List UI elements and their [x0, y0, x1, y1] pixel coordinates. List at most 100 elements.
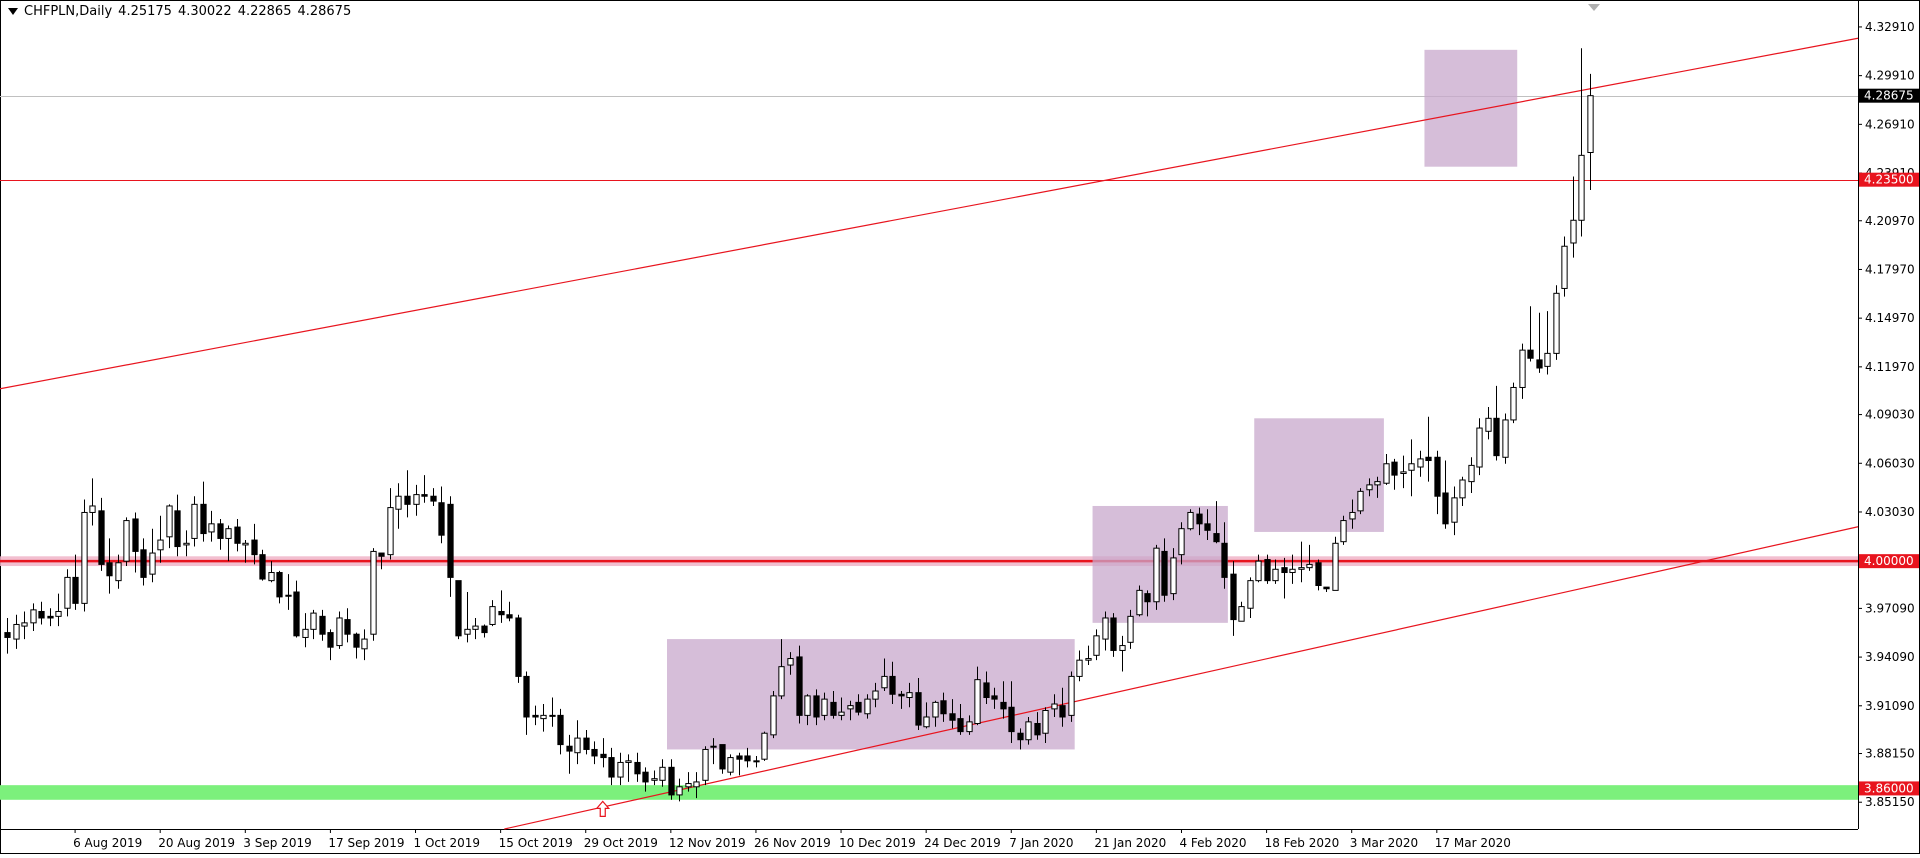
candle[interactable] — [1349, 499, 1356, 529]
candle[interactable] — [200, 481, 207, 542]
candle[interactable] — [1332, 536, 1339, 591]
candle[interactable] — [1068, 671, 1075, 722]
candle[interactable] — [1034, 712, 1041, 740]
candle[interactable] — [1110, 613, 1117, 657]
candle[interactable] — [132, 512, 139, 573]
candle[interactable] — [1153, 544, 1160, 610]
candle[interactable] — [1119, 635, 1126, 672]
candle[interactable] — [727, 754, 734, 776]
candle[interactable] — [889, 661, 896, 705]
candle[interactable] — [1357, 488, 1364, 515]
candle[interactable] — [47, 608, 54, 627]
candle[interactable] — [838, 697, 845, 721]
candle[interactable] — [608, 747, 615, 786]
candle[interactable] — [276, 570, 283, 604]
candle[interactable] — [1315, 559, 1322, 591]
candle[interactable] — [1136, 585, 1143, 617]
candle[interactable] — [1561, 236, 1568, 297]
candle[interactable] — [1408, 439, 1415, 497]
candle[interactable] — [1204, 509, 1211, 541]
candle[interactable] — [149, 528, 156, 583]
candle[interactable] — [421, 475, 428, 503]
candle[interactable] — [64, 569, 71, 617]
candle[interactable] — [234, 518, 241, 552]
candle[interactable] — [370, 548, 377, 641]
scroll-position-icon[interactable] — [1588, 4, 1600, 11]
candle[interactable] — [744, 747, 751, 768]
candle[interactable] — [940, 692, 947, 722]
candle[interactable] — [1553, 285, 1560, 360]
candle[interactable] — [208, 510, 215, 542]
candle[interactable] — [1468, 457, 1475, 493]
candle[interactable] — [821, 692, 828, 721]
candle[interactable] — [864, 694, 871, 719]
candle[interactable] — [1502, 413, 1509, 464]
candle[interactable] — [949, 699, 956, 729]
candle[interactable] — [1383, 454, 1390, 485]
candle[interactable] — [438, 486, 445, 544]
candle[interactable] — [1519, 343, 1526, 399]
candle[interactable] — [591, 741, 598, 765]
candle[interactable] — [430, 488, 437, 506]
candle[interactable] — [81, 499, 88, 612]
candle[interactable] — [115, 554, 122, 589]
candle[interactable] — [1076, 650, 1083, 682]
candle[interactable] — [1459, 476, 1466, 506]
candle[interactable] — [174, 494, 181, 557]
candle[interactable] — [1417, 450, 1424, 477]
candle[interactable] — [1196, 507, 1203, 536]
candle[interactable] — [540, 704, 547, 732]
candle[interactable] — [30, 603, 37, 631]
candle[interactable] — [55, 593, 62, 627]
candle[interactable] — [447, 496, 454, 597]
candle[interactable] — [1025, 716, 1032, 745]
candle[interactable] — [489, 600, 496, 627]
candle[interactable] — [583, 729, 590, 755]
candle[interactable] — [770, 691, 777, 739]
candle[interactable] — [1264, 554, 1271, 584]
candle[interactable] — [157, 515, 164, 563]
candle[interactable] — [549, 697, 556, 727]
candle[interactable] — [813, 689, 820, 726]
candle[interactable] — [600, 738, 607, 768]
candle[interactable] — [242, 540, 249, 563]
candle[interactable] — [302, 613, 309, 648]
candle[interactable] — [72, 554, 79, 610]
candle[interactable] — [1400, 455, 1407, 489]
candle[interactable] — [225, 525, 232, 562]
candle[interactable] — [395, 483, 402, 529]
candle[interactable] — [38, 601, 45, 625]
candle[interactable] — [659, 759, 666, 787]
candle[interactable] — [183, 530, 190, 557]
candle[interactable] — [1144, 590, 1151, 617]
candle[interactable] — [1161, 538, 1168, 602]
candle[interactable] — [1281, 557, 1288, 599]
candle[interactable] — [464, 592, 471, 643]
candle[interactable] — [106, 538, 113, 594]
candle[interactable] — [983, 671, 990, 705]
candle[interactable] — [625, 754, 632, 782]
candle[interactable] — [855, 694, 862, 716]
candle[interactable] — [387, 488, 394, 560]
candle[interactable] — [1391, 458, 1398, 490]
candle[interactable] — [285, 574, 292, 610]
candle[interactable] — [413, 484, 420, 516]
candle[interactable] — [804, 694, 811, 726]
candle[interactable] — [1238, 601, 1245, 622]
candle[interactable] — [1042, 707, 1049, 743]
candle[interactable] — [13, 614, 20, 649]
candle[interactable] — [506, 601, 513, 622]
candle[interactable] — [1247, 577, 1254, 618]
candle[interactable] — [974, 666, 981, 726]
candle[interactable] — [1051, 694, 1058, 717]
candle[interactable] — [515, 614, 522, 683]
candle[interactable] — [327, 629, 334, 661]
candle[interactable] — [1485, 406, 1492, 440]
candle[interactable] — [310, 609, 317, 640]
candle[interactable] — [378, 552, 385, 570]
candle[interactable] — [217, 518, 224, 550]
candle[interactable] — [1493, 385, 1500, 461]
candle[interactable] — [1008, 681, 1015, 743]
candle[interactable] — [1187, 509, 1194, 531]
